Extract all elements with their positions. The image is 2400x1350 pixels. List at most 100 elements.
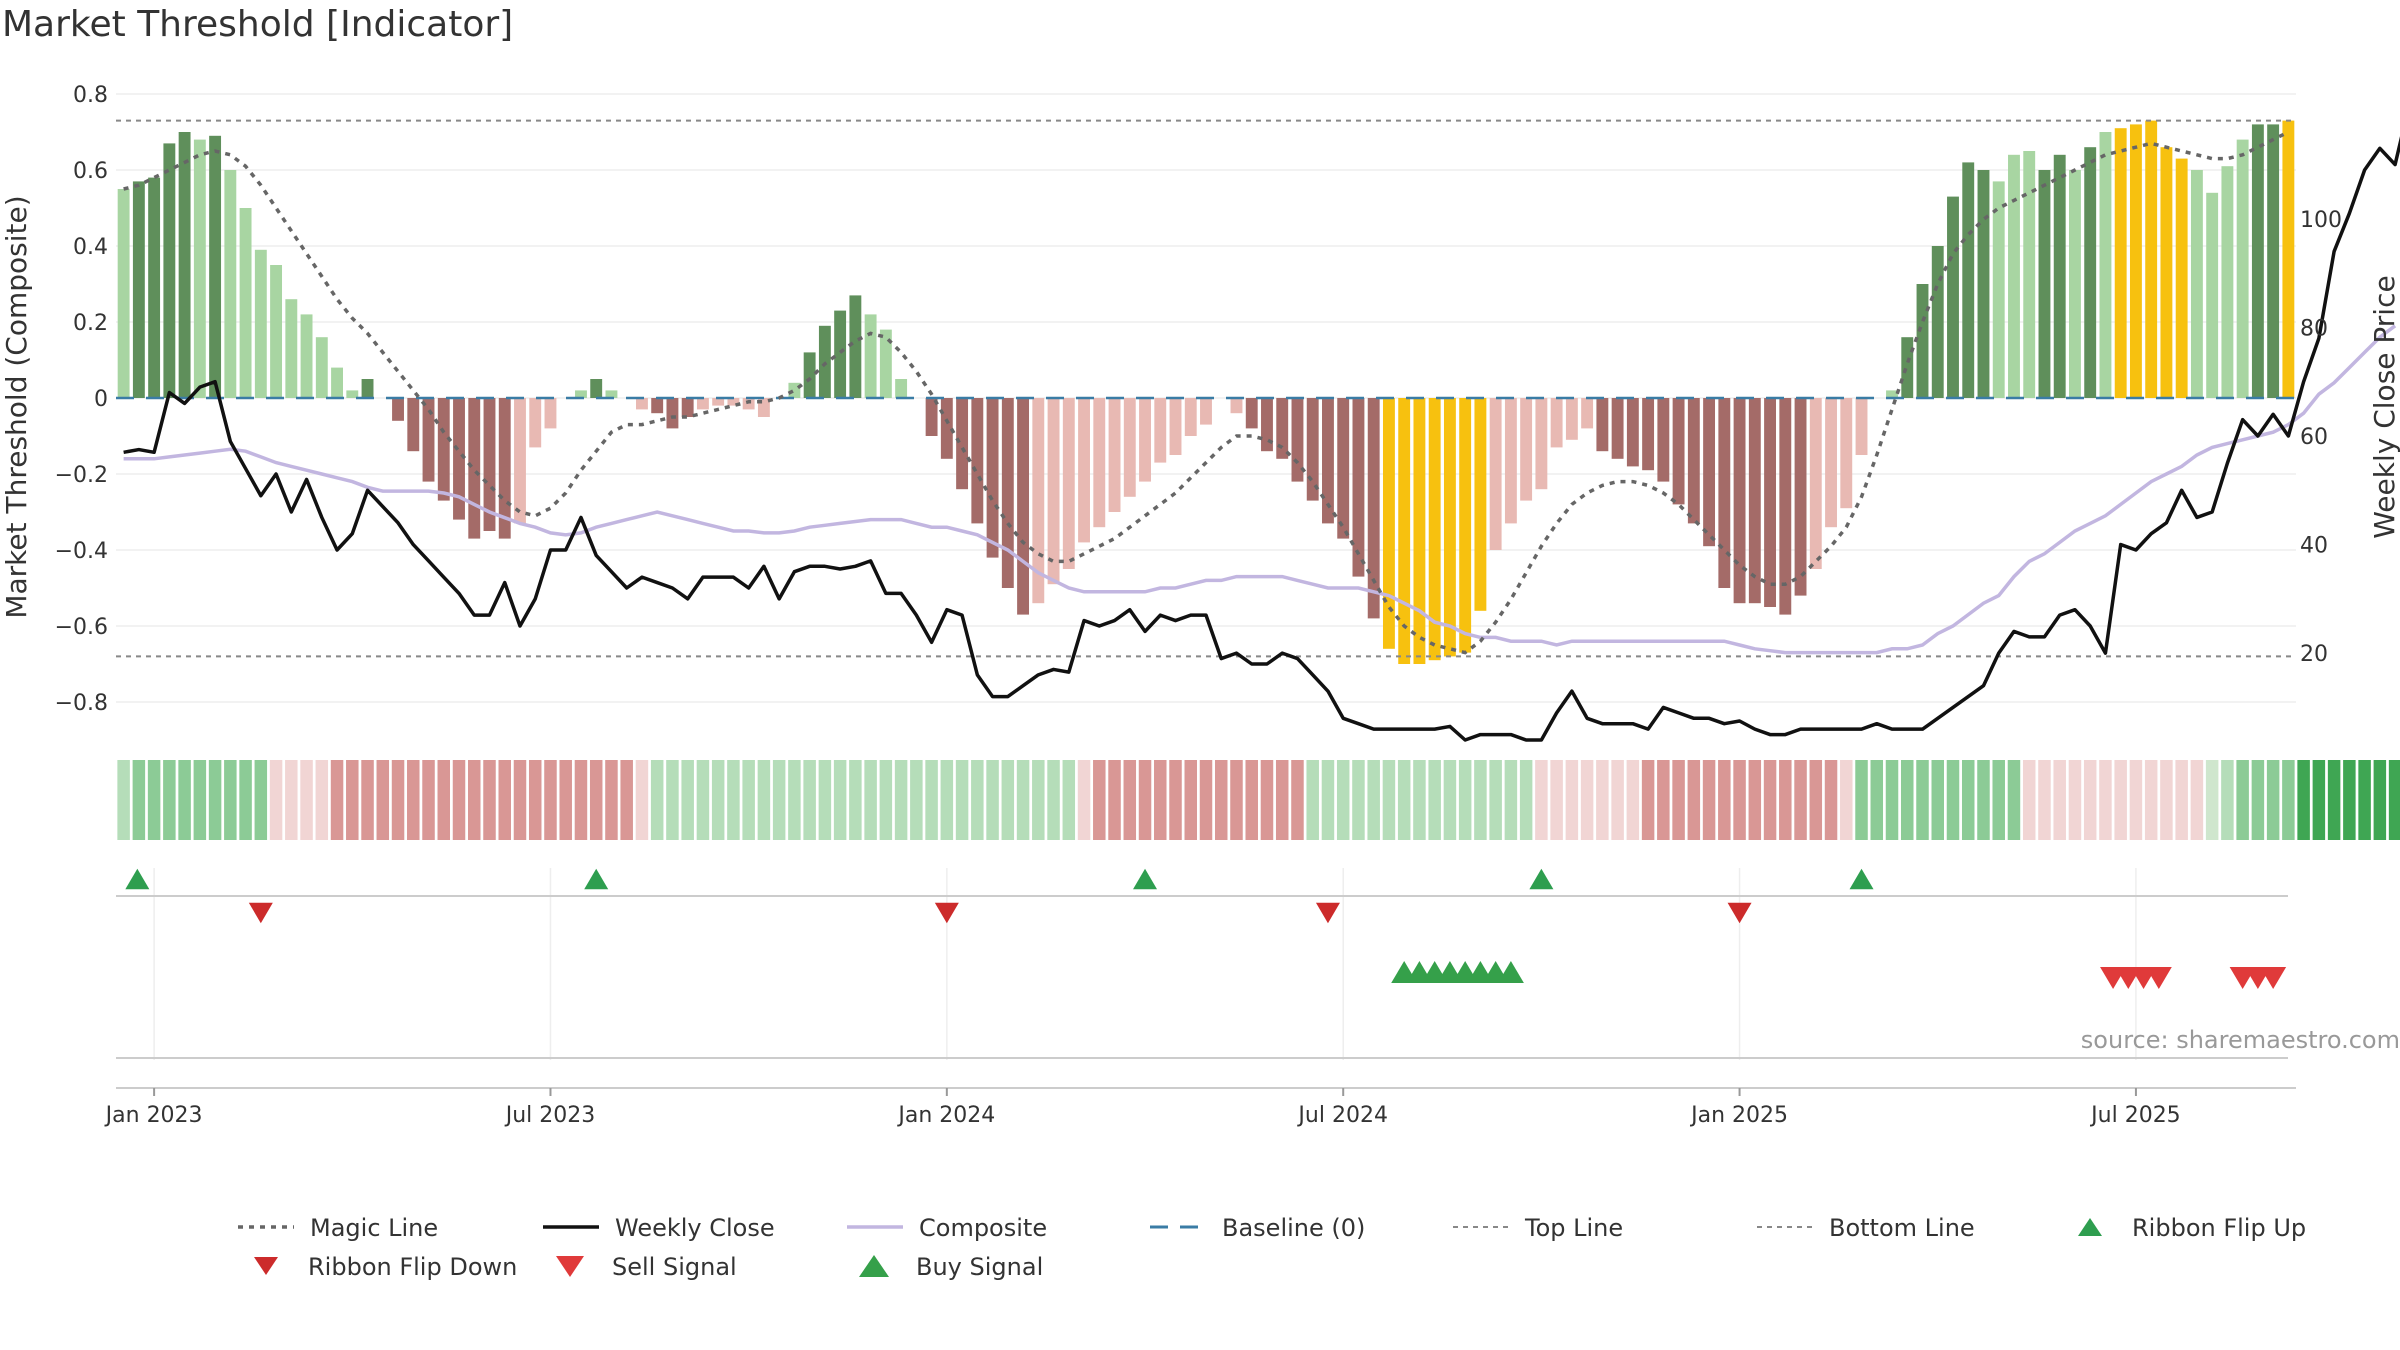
composite-bar xyxy=(437,398,450,501)
ribbon-cell xyxy=(1458,760,1472,840)
ribbon-cell xyxy=(757,760,771,840)
x-tick-label: Jan 2025 xyxy=(1689,1103,1788,1128)
composite-bar xyxy=(1139,398,1151,482)
composite-bar xyxy=(1520,398,1533,501)
ribbon-cell xyxy=(2099,760,2112,840)
y-tick-label: 0 xyxy=(94,387,108,412)
composite-bar xyxy=(1504,398,1517,524)
composite-bar xyxy=(925,398,938,436)
composite-bar xyxy=(1748,398,1761,604)
ribbon-cell xyxy=(2007,760,2021,840)
ribbon-cell xyxy=(2343,760,2356,840)
composite-bar xyxy=(757,398,770,417)
composite-bar xyxy=(117,189,130,398)
ribbon-flip-down-marker xyxy=(934,902,959,924)
composite-bar xyxy=(834,310,847,398)
composite-bar xyxy=(2221,166,2234,398)
composite-bar xyxy=(2023,151,2036,398)
ribbon-cell xyxy=(1016,760,1030,840)
composite-bar xyxy=(971,398,984,524)
legend-label: Top Line xyxy=(1524,1214,1623,1242)
ribbon-cell xyxy=(1397,760,1411,840)
legend-label: Ribbon Flip Down xyxy=(308,1253,517,1281)
magic-line xyxy=(123,130,2290,655)
composite-bar xyxy=(1855,398,1868,455)
ribbon-cell xyxy=(1260,760,1274,840)
ribbon-cell xyxy=(208,760,222,840)
ribbon-cell xyxy=(1870,760,1884,840)
ribbon-cell xyxy=(1077,760,1091,840)
composite-bar xyxy=(590,379,603,398)
composite-bar xyxy=(1535,398,1548,490)
ribbon-cell xyxy=(2327,760,2341,840)
ribbon-cell xyxy=(1047,760,1060,840)
ribbon-cell xyxy=(452,760,466,840)
composite-bar xyxy=(1886,390,1898,398)
composite-bar xyxy=(132,181,145,398)
composite-bar xyxy=(681,398,694,417)
composite-bar xyxy=(696,398,709,410)
ribbon-cell xyxy=(1748,760,1762,840)
ribbon-cell xyxy=(1443,760,1457,840)
sell-signal-marker xyxy=(2145,966,2172,990)
composite-bar xyxy=(956,398,969,490)
composite-bar xyxy=(986,398,999,558)
legend-label: Sell Signal xyxy=(612,1253,737,1281)
ribbon-cell xyxy=(1672,760,1685,840)
composite-bar xyxy=(1367,398,1380,619)
composite-bar xyxy=(1245,398,1258,429)
legend-label: Baseline (0) xyxy=(1222,1214,1365,1242)
chart-title: Market Threshold [Indicator] xyxy=(2,4,514,45)
legend: Magic Line Weekly Close Composite Baseline … xyxy=(238,1214,2306,1281)
composite-bar xyxy=(1184,398,1197,436)
legend-item: Buy Signal xyxy=(859,1253,1043,1281)
legend-label: Composite xyxy=(919,1214,1047,1242)
ribbon-cell xyxy=(1611,760,1624,840)
x-tick-label: Jan 2024 xyxy=(896,1103,995,1128)
ribbon-cell xyxy=(1626,760,1640,840)
composite-bar xyxy=(1276,398,1289,459)
composite-bar xyxy=(422,398,435,482)
ribbon-cell xyxy=(132,760,146,840)
composite-bar xyxy=(1626,398,1639,467)
composite-bar xyxy=(1032,398,1045,604)
composite-bar xyxy=(1703,398,1716,547)
ribbon-cell xyxy=(879,760,893,840)
ribbon-cell xyxy=(1519,760,1533,840)
ribbon-cell xyxy=(2297,760,2310,840)
composite-bar xyxy=(1931,246,1944,398)
legend-swatch xyxy=(254,1257,278,1275)
ribbon-cell xyxy=(1855,760,1868,840)
ribbon-cell xyxy=(559,760,572,840)
composite-bar xyxy=(1413,398,1426,664)
y2-tick-label: 100 xyxy=(2300,208,2342,233)
ribbon-cell xyxy=(742,760,755,840)
composite-bar xyxy=(1459,398,1472,653)
composite-bar xyxy=(1809,398,1822,569)
ribbon-cell xyxy=(513,760,527,840)
ribbon-cell xyxy=(910,760,923,840)
composite-line xyxy=(123,324,2397,655)
composite-bar xyxy=(178,132,191,398)
legend-item: Ribbon Flip Down xyxy=(254,1253,517,1281)
ribbon-cell xyxy=(605,760,618,840)
ribbon-cell xyxy=(788,760,801,840)
ribbon-cell xyxy=(635,760,649,840)
ribbon-cell xyxy=(2221,760,2234,840)
ribbon-cell xyxy=(1336,760,1350,840)
composite-bar xyxy=(575,390,587,398)
ribbon-cell xyxy=(178,760,191,840)
composite-bar xyxy=(2145,120,2158,398)
y-tick-label: −0.6 xyxy=(55,615,108,640)
y2-axis-title: Weekly Close Price xyxy=(2368,275,2400,538)
composite-bar xyxy=(1474,398,1487,611)
ribbon-cell xyxy=(1352,760,1365,840)
legend-item: Baseline (0) xyxy=(1150,1214,1365,1242)
ribbon-cell xyxy=(1961,760,1975,840)
legend-label: Magic Line xyxy=(310,1214,438,1242)
ribbon-cell xyxy=(681,760,694,840)
ribbon-cell xyxy=(1306,760,1319,840)
composite-bar xyxy=(1733,398,1746,604)
ribbon-cell xyxy=(330,760,344,840)
trend-ribbon xyxy=(117,760,2400,840)
